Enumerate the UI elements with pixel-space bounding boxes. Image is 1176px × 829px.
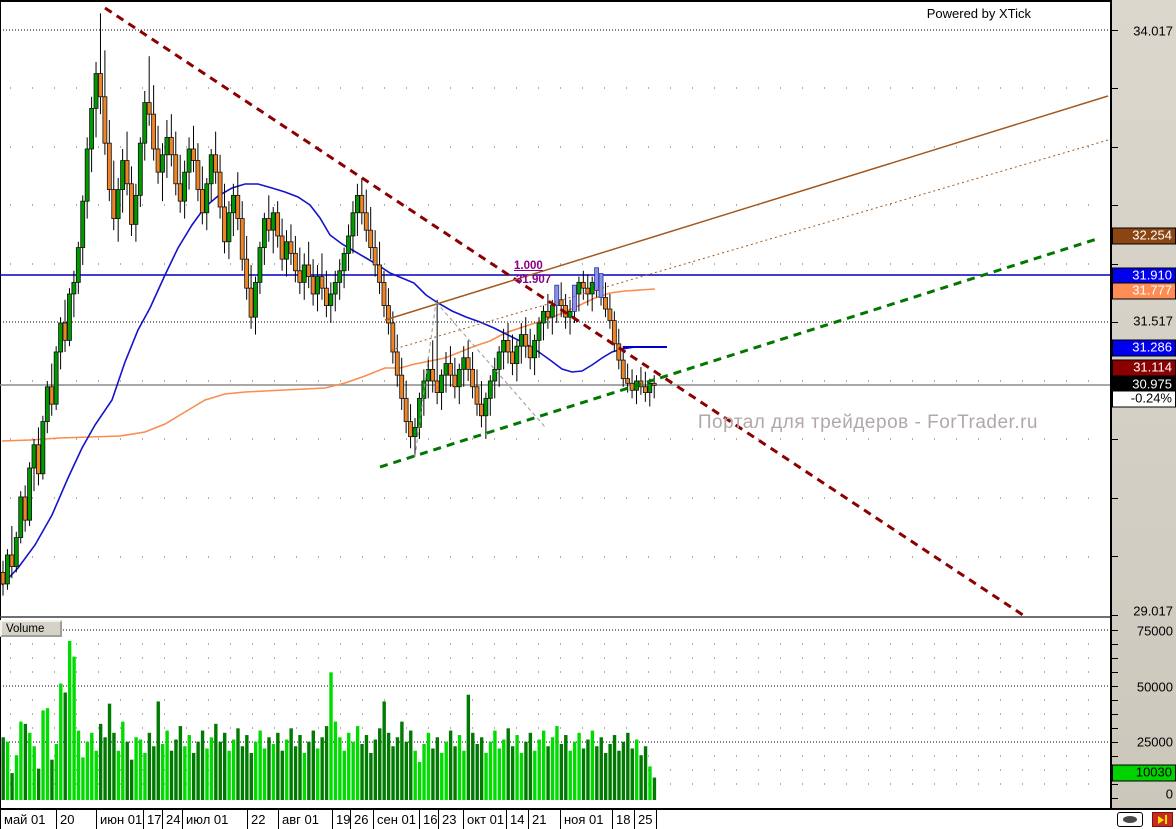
downtrend-dashed (104, 6, 1027, 619)
scroll-to-end-button[interactable] (1152, 812, 1173, 827)
powered-by-label: Powered by XTick (926, 6, 1031, 21)
price-axis[interactable]: 34.017 31.517 29.017 75000 50000 25000 0 32.254… (1112, 0, 1176, 808)
ma-blue (1, 183, 655, 586)
date-cell: 24 (162, 810, 182, 829)
price-volume-plot[interactable] (0, 0, 1110, 808)
chart-borders (0, 0, 1110, 808)
date-cell: 20 (56, 810, 96, 829)
date-cell: 19 (332, 810, 350, 829)
date-cell: июл 01 (182, 810, 247, 829)
date-cell: май 01 (0, 810, 56, 829)
axis-tick (1112, 714, 1118, 715)
axis-tick (1112, 784, 1118, 785)
grid-layer (0, 29, 1110, 785)
channel-lower-dotted (390, 139, 1109, 351)
axis-tick (1112, 742, 1118, 743)
fib-price-label: 31.907 (516, 274, 552, 286)
axis-tick (1112, 205, 1118, 206)
axis-tick (1112, 147, 1118, 148)
date-cell: 23 (438, 810, 463, 829)
axis-tick (1112, 264, 1118, 265)
price-axis-badge: 31.286 (1112, 339, 1176, 357)
axis-tick (1112, 700, 1118, 701)
date-cell: 21 (528, 810, 560, 829)
date-cell: 18 (612, 810, 634, 829)
date-cell: ноя 01 (560, 810, 612, 829)
date-cell: сен 01 (373, 810, 419, 829)
price-axis-badge: 32.254 (1112, 227, 1176, 245)
arrow-right-icon (1158, 815, 1164, 824)
date-axis[interactable]: май 01 20 июн 01 17 24 июл 01 22 авг 01 19 26 сен … (0, 808, 1176, 829)
axis-tick (1112, 439, 1118, 440)
date-cell: 22 (247, 810, 278, 829)
axis-corner (1114, 811, 1176, 829)
date-cell: июн 01 (96, 810, 143, 829)
axis-tick (1112, 615, 1118, 616)
axis-tick (1112, 30, 1118, 31)
date-cell (656, 810, 1110, 829)
date-cell: авг 01 (278, 810, 332, 829)
axis-tick (1112, 798, 1118, 799)
date-cell: 25 (634, 810, 656, 829)
price-axis-badge: 31.114 (1112, 359, 1176, 377)
axis-tick (1112, 556, 1118, 557)
axis-tick (1112, 728, 1118, 729)
price-axis-label: 31.517 (1133, 313, 1173, 329)
price-axis-badge: -0.24% (1112, 390, 1176, 408)
axis-tick (1112, 658, 1118, 659)
price-axis-label: 25000 (1136, 734, 1173, 750)
price-axis-label: 34.017 (1133, 23, 1173, 39)
price-axis-badge: 31.777 (1112, 282, 1176, 300)
price-axis-badge: 10030 (1112, 764, 1176, 782)
trendlines-layer (104, 6, 1109, 619)
axis-tick (1112, 88, 1118, 89)
date-cell: 16 (419, 810, 438, 829)
price-axis-label: 50000 (1136, 679, 1173, 695)
date-cell: 17 (143, 810, 162, 829)
axis-tick (1112, 686, 1118, 687)
volume-layer (1, 640, 657, 800)
candles-layer (0, 13, 657, 596)
link-button[interactable] (1117, 812, 1143, 827)
level-lines (0, 274, 1110, 386)
fib-ratio-label: 1.000 (514, 260, 543, 272)
channel-upper-solid (384, 95, 1109, 321)
price-axis-badge: 31.910 (1112, 267, 1176, 285)
volume-pane-button[interactable]: Volume (0, 620, 62, 637)
gray-zigzag-a (414, 301, 437, 458)
axis-tick (1112, 672, 1118, 673)
link-icon (1123, 816, 1137, 823)
date-cell: окт 01 (463, 810, 506, 829)
price-axis-label: 75000 (1136, 623, 1173, 639)
price-axis-badge: 30.975 (1112, 376, 1176, 394)
axis-tick (1112, 644, 1118, 645)
axis-tick (1112, 630, 1118, 631)
chart-canvas[interactable]: Powered by XTick Портал для трейдеров - … (0, 0, 1110, 808)
axis-tick (1112, 498, 1118, 499)
axis-tick (1112, 756, 1118, 757)
date-cell: 26 (350, 810, 373, 829)
axis-separator (1110, 0, 1112, 810)
axis-tick (1112, 322, 1118, 323)
watermark: Портал для трейдеров - ForTrader.ru (697, 412, 1038, 433)
price-axis-label: 29.017 (1133, 603, 1173, 619)
date-cell: 14 (506, 810, 528, 829)
price-axis-label: 0 (1165, 786, 1173, 802)
